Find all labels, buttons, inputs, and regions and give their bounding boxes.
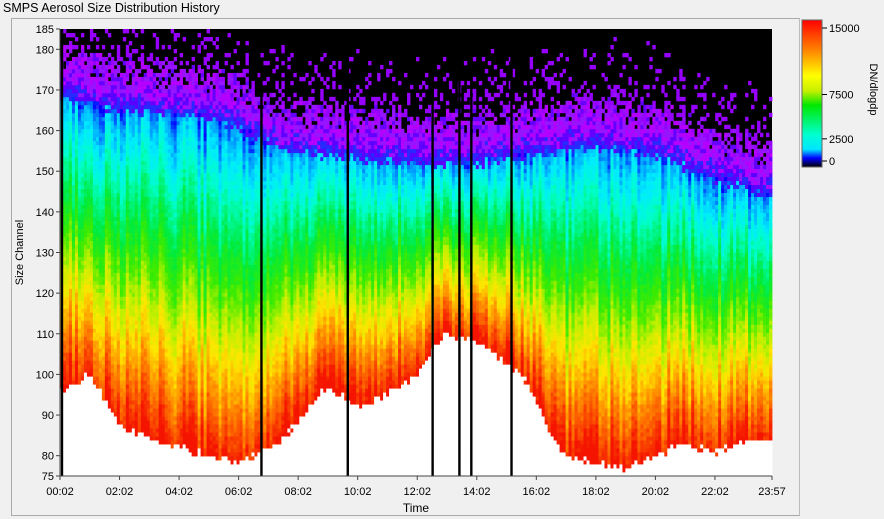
colorbar-tick-label: 15000 xyxy=(829,23,860,35)
y-tick-label: 140 xyxy=(36,207,54,219)
y-tick-label: 170 xyxy=(36,85,54,97)
x-tick-label: 06:02 xyxy=(225,486,253,498)
x-tick-label: 22:02 xyxy=(701,486,729,498)
x-tick-label: 14:02 xyxy=(463,486,491,498)
data-gap-line xyxy=(260,69,263,476)
colorbar-tick-label: 2500 xyxy=(829,134,853,146)
y-tick-label: 150 xyxy=(36,166,54,178)
x-tick-label: 16:02 xyxy=(523,486,551,498)
x-tick-label: 08:02 xyxy=(284,486,312,498)
data-gap-line xyxy=(510,29,513,476)
x-axis-label: Time xyxy=(403,501,430,515)
data-gap-line xyxy=(458,29,461,476)
x-tick-label: 00:02 xyxy=(46,486,74,498)
x-tick-label: 02:02 xyxy=(106,486,134,498)
x-tick-label: 12:02 xyxy=(403,486,431,498)
x-tick-label: 23:57 xyxy=(758,486,786,498)
y-tick-label: 100 xyxy=(36,369,54,381)
colorbar-tick-label: 7500 xyxy=(829,90,853,102)
y-tick-label: 130 xyxy=(36,248,54,260)
heatmap-cells xyxy=(60,29,773,477)
y-tick-label: 160 xyxy=(36,126,54,138)
y-tick-label: 110 xyxy=(36,329,54,341)
data-gap-line xyxy=(346,29,349,476)
colorbar-tick-label: 0 xyxy=(829,156,835,168)
data-gap-line xyxy=(60,29,64,476)
colorbar-label: DN/dlogdp xyxy=(867,64,879,116)
y-tick-label: 185 xyxy=(36,24,54,36)
chart-title: SMPS Aerosol Size Distribution History xyxy=(3,1,220,15)
y-tick-label: 75 xyxy=(42,471,54,483)
x-tick-label: 10:02 xyxy=(344,486,372,498)
y-tick-label: 120 xyxy=(36,288,54,300)
x-tick-label: 18:02 xyxy=(582,486,610,498)
y-tick-label: 80 xyxy=(42,451,54,463)
y-axis-label: Size Channel xyxy=(14,220,26,285)
x-tick-label: 20:02 xyxy=(642,486,670,498)
x-tick-label: 04:02 xyxy=(165,486,193,498)
data-gap-line xyxy=(470,69,473,476)
y-tick-label: 90 xyxy=(42,410,54,422)
y-tick-label: 180 xyxy=(36,44,54,56)
colorbar xyxy=(801,19,823,168)
data-gap-line xyxy=(431,69,434,476)
